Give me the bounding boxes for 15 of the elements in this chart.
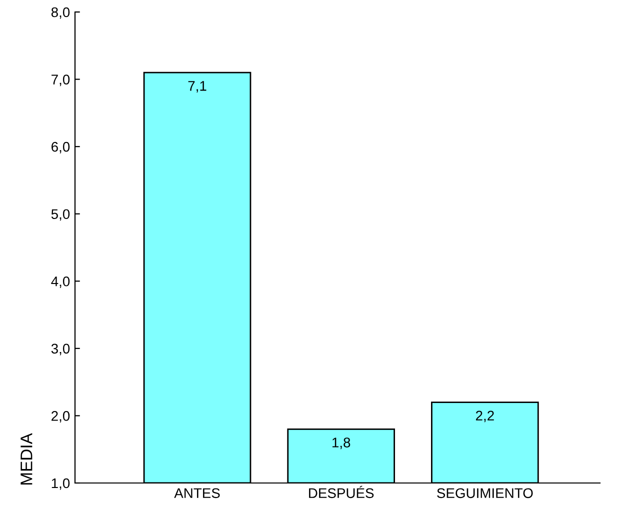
x-tick-label: SEGUIMIENTO xyxy=(437,488,533,498)
y-tick-label: 3,0 xyxy=(51,344,70,356)
y-tick-label: 7,0 xyxy=(52,74,70,86)
y-tick-label: 5,0 xyxy=(51,209,70,221)
data-label: 2,2 xyxy=(476,410,494,422)
y-tick-label: 2,0 xyxy=(52,411,70,423)
x-tick-label: ANTES xyxy=(174,488,220,498)
y-axis-title: MEDIA xyxy=(20,433,32,484)
y-tick-label: 6,0 xyxy=(52,142,70,154)
data-label: 1,8 xyxy=(332,438,350,450)
x-tick-label: DESPUÉS xyxy=(309,486,374,498)
y-tick-label: 8,0 xyxy=(51,7,70,19)
y-tick-label: 4,0 xyxy=(51,276,70,288)
y-tick-label: 1,0 xyxy=(52,478,70,490)
data-label: 7,1 xyxy=(188,81,206,92)
